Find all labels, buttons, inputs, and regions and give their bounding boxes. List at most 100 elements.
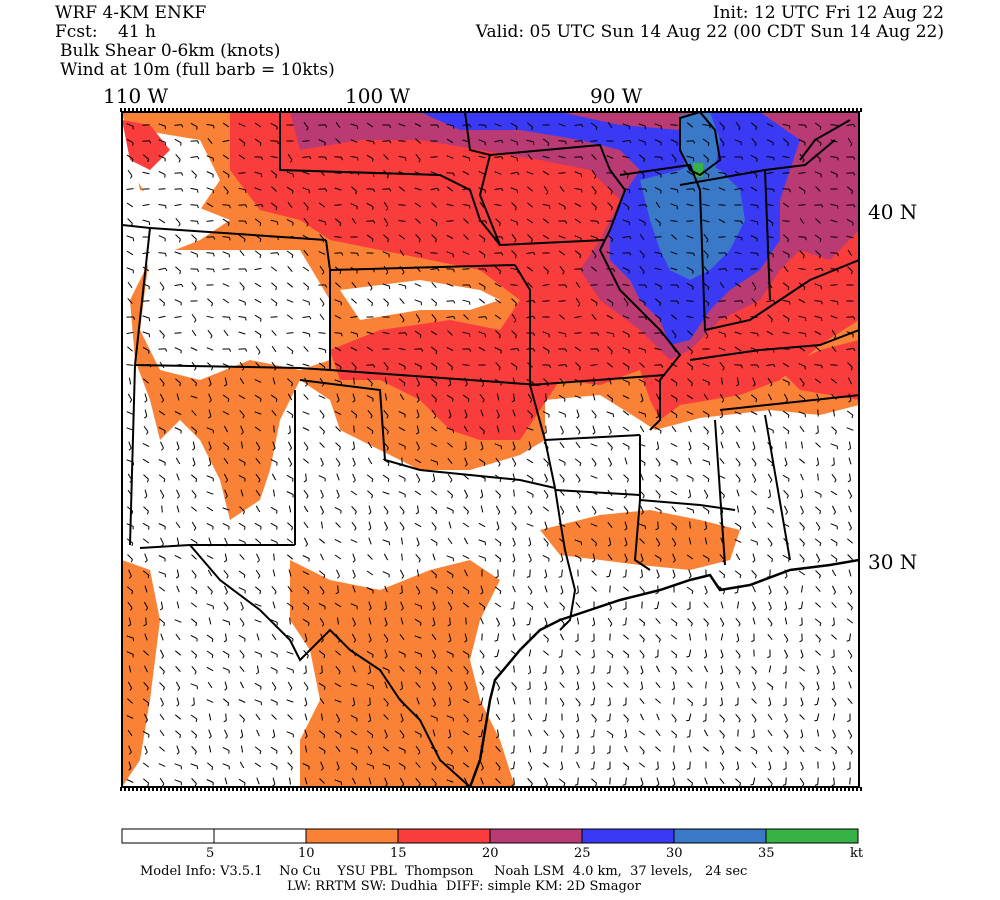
wind-barb (510, 348, 518, 350)
wind-barb (846, 123, 854, 127)
wind-barb (128, 569, 132, 577)
wind-barb (831, 697, 837, 705)
wind-barb (175, 234, 181, 240)
wind-barb (350, 539, 358, 543)
wind-barb (558, 140, 566, 142)
wind-barb (350, 155, 358, 159)
wind-barb (225, 633, 227, 641)
wind-barb-flag (783, 768, 787, 771)
wind-barb (255, 362, 261, 368)
wind-barb (817, 409, 819, 417)
wind-barb (398, 426, 406, 432)
wind-barb-flag (194, 751, 197, 755)
wind-barb (814, 330, 822, 336)
wind-barb-flag (322, 239, 325, 243)
wind-barb-flag (770, 319, 773, 323)
wind-barb-flag (741, 237, 743, 241)
wind-barb-flag (562, 623, 565, 627)
wind-barb-flag (531, 127, 534, 131)
wind-barb-flag (434, 239, 437, 243)
wind-barb-flag (435, 222, 438, 227)
wind-barb (526, 379, 534, 383)
wind-barb-flag (274, 591, 277, 595)
wind-barb-flag (819, 238, 822, 243)
wind-barb (414, 187, 422, 191)
colorbar-box (765, 828, 859, 844)
wind-barb (303, 217, 309, 225)
wind-barb-flag (770, 383, 773, 387)
wind-barb-flag (260, 686, 262, 690)
wind-barb (543, 458, 549, 464)
wind-barb (734, 300, 742, 302)
wind-barb-flag (528, 447, 532, 451)
wind-barb-flag (675, 735, 678, 739)
wind-barb (606, 314, 614, 320)
wind-barb (559, 682, 565, 688)
wind-barb (607, 682, 613, 688)
wind-barb (720, 537, 724, 545)
wind-barb-flag (645, 204, 648, 208)
wind-barb (512, 697, 516, 705)
wind-barb-flag (257, 447, 261, 451)
wind-barb-flag (784, 463, 788, 467)
wind-barb-flag (769, 479, 773, 483)
wind-barb (494, 171, 502, 175)
wind-barb (462, 650, 470, 656)
wind-barb-flag (785, 591, 789, 595)
wind-barb-flag (623, 735, 627, 739)
wind-barb (447, 473, 453, 481)
wind-barb-flag (579, 462, 582, 467)
wind-barb (703, 602, 709, 608)
wind-barb-flag (496, 528, 500, 531)
wind-barb (590, 122, 598, 128)
wind-barb-flag (546, 543, 549, 547)
wind-barb (254, 122, 262, 128)
wind-barb-flag (800, 735, 804, 739)
wind-barb-flag (337, 575, 340, 579)
wind-barb-flag (803, 398, 806, 403)
wind-barb-flag (654, 607, 658, 610)
wind-barb (414, 490, 422, 496)
wind-barb (735, 394, 741, 400)
wind-barb-flag (606, 672, 610, 674)
wind-barb-flag (467, 590, 470, 595)
wind-barb-flag (675, 382, 678, 386)
wind-barb-flag (802, 159, 805, 163)
wind-barb (415, 218, 421, 224)
wind-barb (670, 650, 678, 656)
wind-barb-flag (130, 559, 133, 563)
wind-barb (448, 521, 452, 529)
wind-barb (318, 650, 326, 656)
wind-barb (319, 265, 325, 273)
wind-barb (398, 220, 406, 222)
wind-barb-flag (644, 462, 646, 466)
wind-barb (271, 681, 277, 689)
wind-barb (783, 234, 789, 240)
wind-barb (127, 554, 133, 560)
wind-barb (849, 633, 851, 641)
wind-barb (590, 443, 598, 447)
wind-barb (128, 617, 132, 625)
wind-barb (384, 681, 388, 689)
wind-barb (799, 714, 805, 720)
wind-barb (350, 410, 358, 416)
wind-barb (622, 379, 630, 383)
wind-barb-flag (245, 220, 247, 225)
wind-barb (574, 395, 582, 399)
wind-barb (830, 554, 838, 560)
wind-barb-flag (802, 383, 805, 387)
wind-barb (238, 634, 246, 640)
wind-barb-flag (654, 656, 659, 658)
wind-barb (510, 284, 518, 286)
wind-barb-flag (195, 735, 198, 739)
wind-barb (511, 522, 517, 528)
wind-barb (832, 729, 836, 737)
wind-barb-flag (175, 575, 179, 579)
wind-barb (638, 523, 646, 527)
wind-barb-flag (229, 348, 232, 352)
wind-barb (430, 156, 438, 158)
wind-barb (334, 236, 342, 238)
wind-barb-flag (478, 735, 482, 738)
wind-barb (431, 778, 437, 784)
wind-barb (255, 713, 261, 721)
